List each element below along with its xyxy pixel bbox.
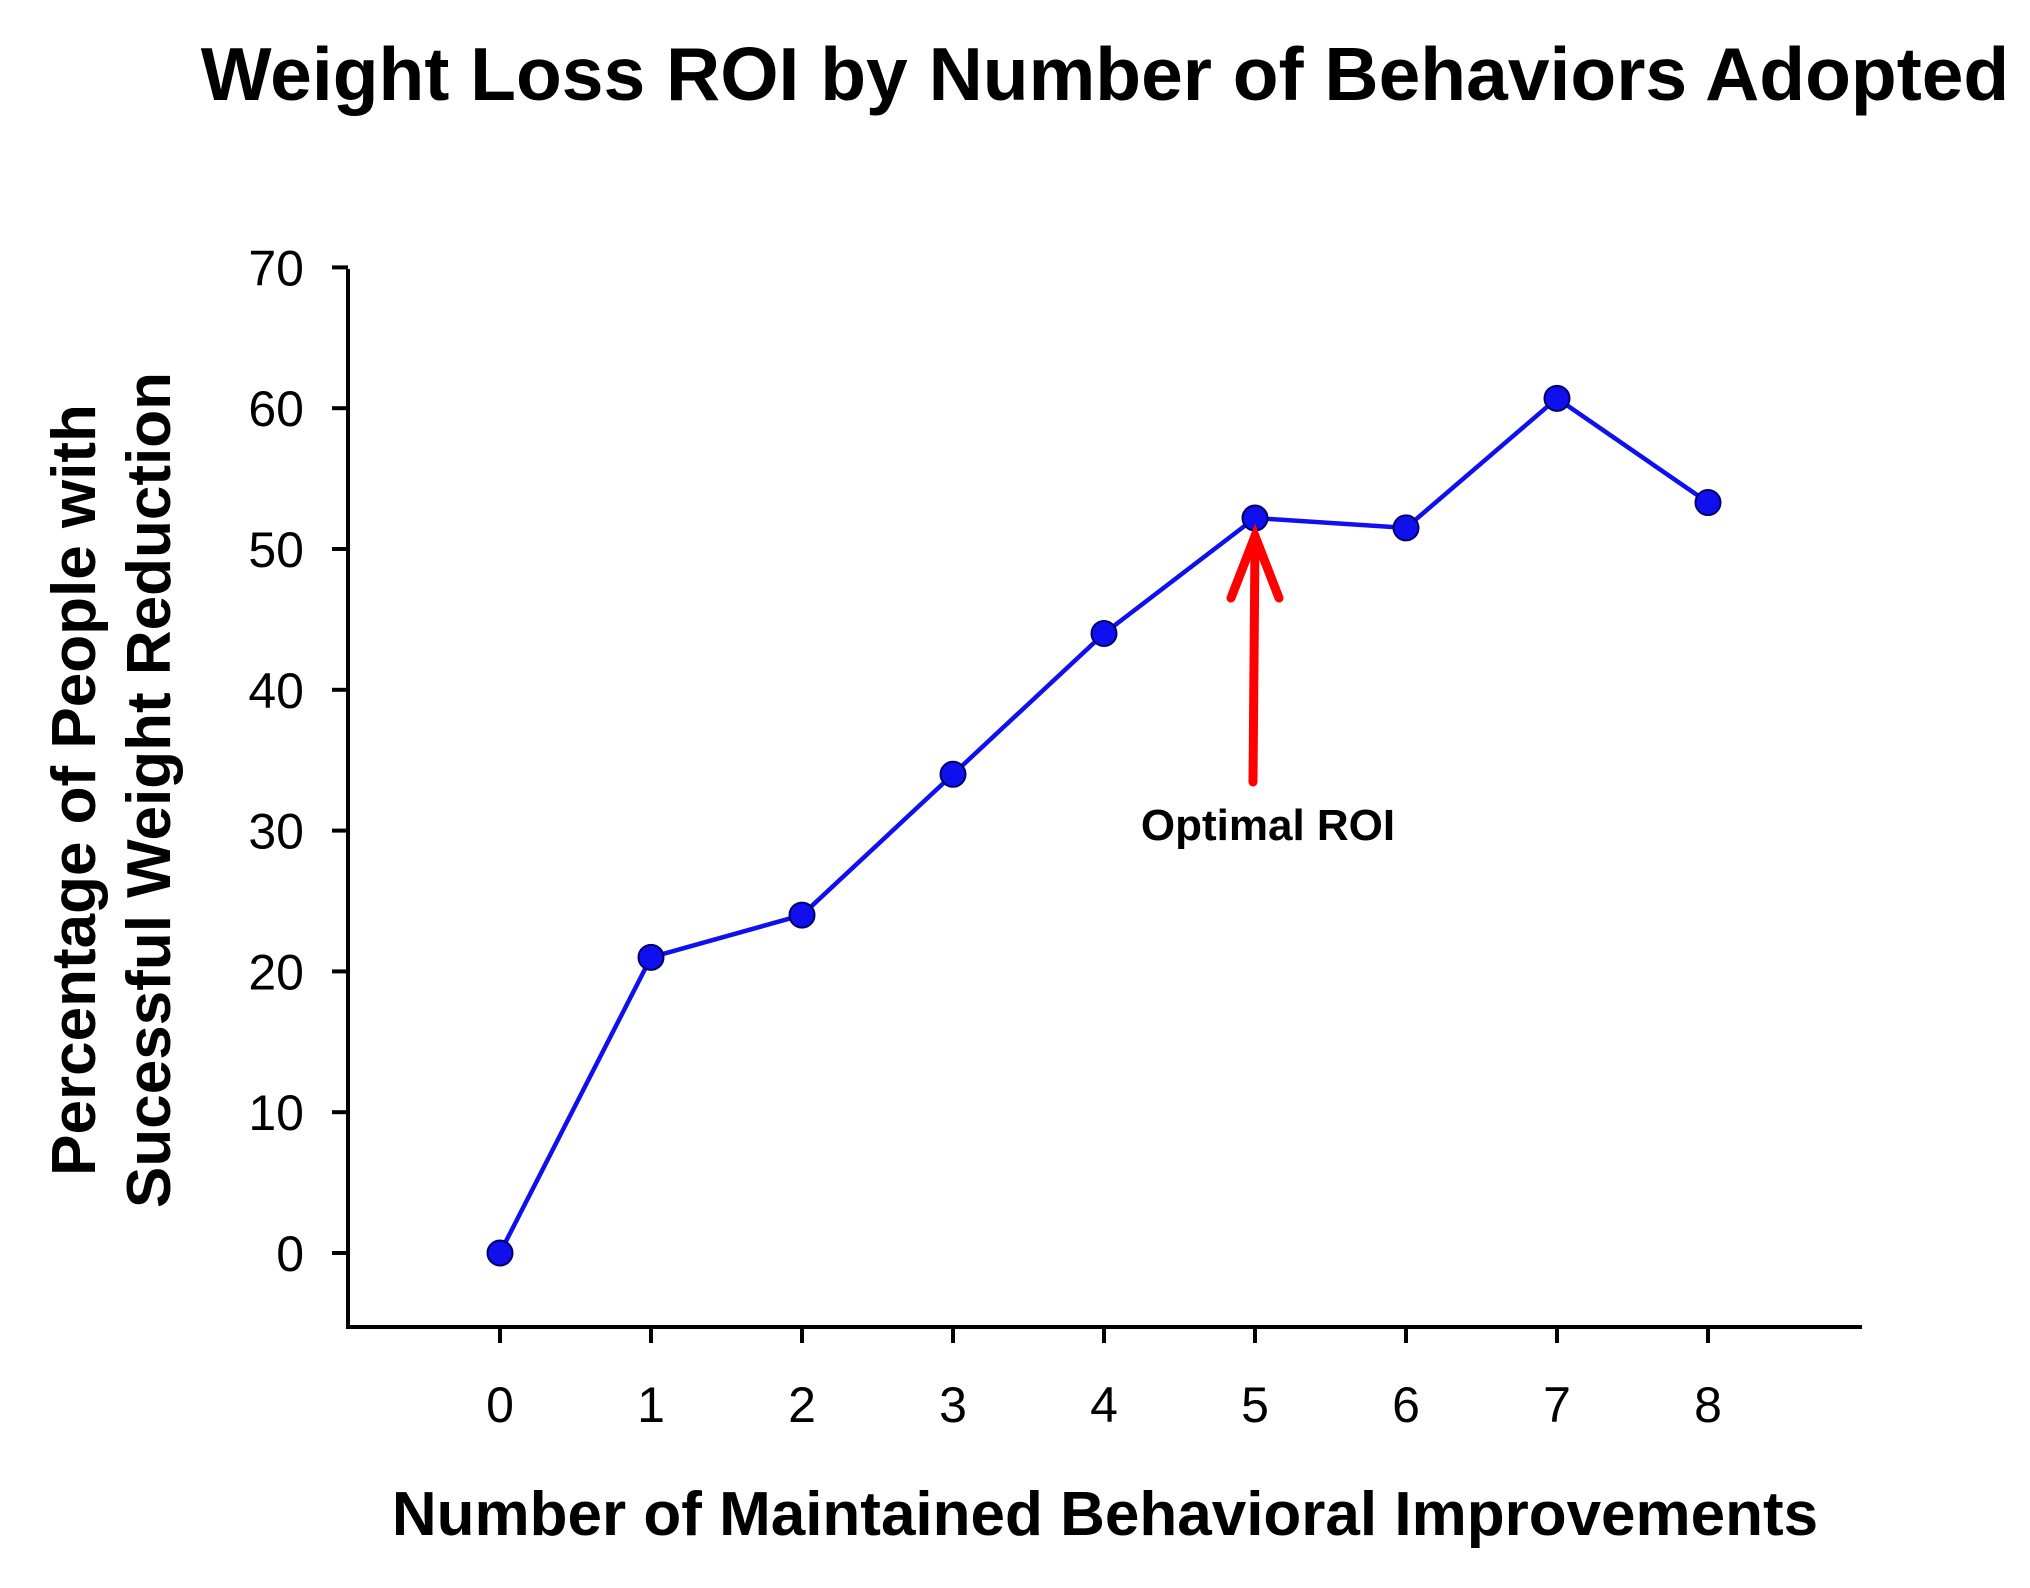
y-tick-label-60: 60: [248, 381, 304, 437]
x-tick-label-2: 2: [788, 1377, 816, 1433]
data-point-1: [637, 943, 665, 971]
data-point-6: [1392, 514, 1420, 542]
series-markers: [486, 384, 1722, 1267]
data-point-2: [788, 901, 816, 929]
arrow-shaft: [1248, 537, 1260, 787]
x-tick-label-1: 1: [637, 1377, 665, 1433]
arrow-head: [1226, 523, 1284, 603]
x-tick-label-5: 5: [1241, 1377, 1269, 1433]
data-point-7: [1543, 384, 1571, 412]
y-tick-label-40: 40: [248, 663, 304, 719]
y-tick-label-70: 70: [248, 240, 304, 296]
data-point-3: [939, 760, 967, 788]
y-tick-label-30: 30: [248, 804, 304, 860]
x-axis-title: Number of Maintained Behavioral Improvem…: [392, 1480, 1818, 1549]
x-ticks: 0 1 2 3 4 5 6 7 8: [486, 1327, 1722, 1433]
y-ticks: 0 10 20 30 40 50 60 70: [248, 240, 348, 1282]
x-tick-label-6: 6: [1392, 1377, 1420, 1433]
series-polyline: [497, 396, 1710, 1255]
data-point-8: [1694, 489, 1722, 517]
y-axis-title-line-1: Percentage of People with: [40, 404, 109, 1176]
x-tick-label-7: 7: [1543, 1377, 1571, 1433]
series-line: [497, 396, 1710, 1255]
y-axis-title: Percentage of People with Sucessful Weig…: [40, 372, 184, 1208]
y-axis-title-line-2: Sucessful Weight Reduction: [115, 372, 184, 1208]
x-tick-label-4: 4: [1090, 1377, 1118, 1433]
x-tick-label-8: 8: [1694, 1377, 1722, 1433]
data-point-0: [486, 1239, 514, 1267]
y-tick-label-10: 10: [248, 1085, 304, 1141]
x-tick-label-3: 3: [939, 1377, 967, 1433]
y-tick-label-20: 20: [248, 944, 304, 1000]
y-tick-label-50: 50: [248, 522, 304, 578]
annotation: Optimal ROI: [1141, 523, 1395, 850]
x-tick-label-0: 0: [486, 1377, 514, 1433]
y-tick-label-0: 0: [276, 1226, 304, 1282]
chart-title: Weight Loss ROI by Number of Behaviors A…: [201, 32, 2010, 116]
data-point-4: [1090, 619, 1118, 647]
annotation-label: Optimal ROI: [1141, 801, 1395, 850]
